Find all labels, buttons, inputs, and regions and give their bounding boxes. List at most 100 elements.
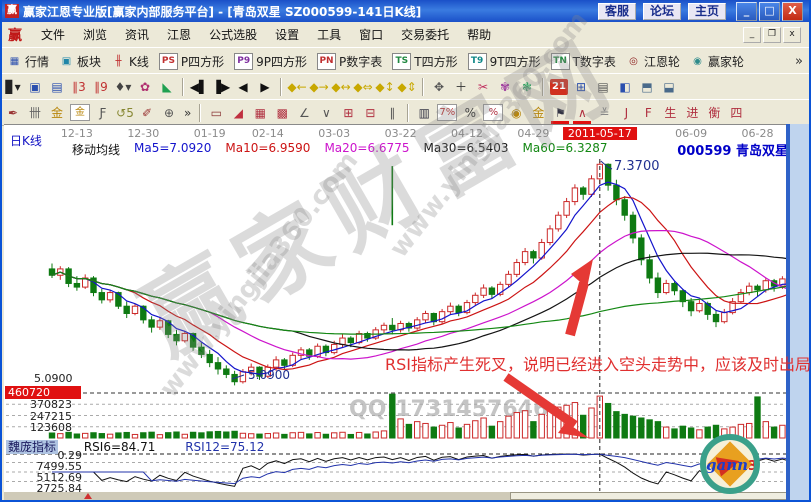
gann-fan-tool[interactable]: ◢ (233, 105, 243, 120)
menu-交易委托[interactable]: 交易委托 (401, 28, 450, 42)
percent-tool[interactable]: % (464, 105, 477, 120)
forum-button[interactable]: 论坛 (642, 2, 681, 20)
maximize-button[interactable]: □ (759, 1, 780, 21)
magic-box-icon[interactable]: ✾ (499, 80, 511, 94)
calculator-icon[interactable]: ⊞ (575, 80, 587, 94)
gann-wheel-button[interactable]: ◎ 江恩轮 (621, 52, 685, 71)
quotes-button[interactable]: ▦ 行情 (2, 52, 54, 71)
diamond-left-icon[interactable]: ◆← (287, 80, 307, 94)
pen-angle-icon[interactable]: ✐ (141, 105, 153, 120)
menu-窗口[interactable]: 窗口 (359, 28, 384, 42)
kline-chart-area[interactable]: 赢家财富网 www.yingjia360.com www.yingjia360.… (4, 6, 811, 495)
rsi-panel-label[interactable]: 魏庞指标 (6, 440, 59, 454)
mail-icon[interactable]: ⬒ (641, 80, 653, 94)
computer-icon[interactable]: ⬓ (663, 80, 675, 94)
menu-江恩[interactable]: 江恩 (167, 28, 192, 42)
sheng-line-tool[interactable]: 生 (664, 105, 677, 120)
p-digit-table-button[interactable]: PN P数字表 (312, 52, 387, 71)
calendar-21-icon[interactable]: 21 (550, 79, 568, 95)
grid-4-tool[interactable]: ⊞ (343, 105, 354, 120)
menu-工具[interactable]: 工具 (317, 28, 342, 42)
wave-v-tool[interactable]: ∨ (321, 105, 331, 120)
menu-设置[interactable]: 设置 (275, 28, 300, 42)
rect-select-tool[interactable]: ▭ (210, 105, 223, 120)
next-bar-icon[interactable]: ▶ (260, 80, 270, 94)
golden-box-icon[interactable]: 金 (70, 104, 90, 121)
t-digit-table-button[interactable]: TN T数字表 (546, 52, 621, 71)
9t-square-button[interactable]: T9 9T四方形 (463, 52, 546, 71)
horizontal-scrollbar[interactable] (4, 492, 792, 500)
customer-service-button[interactable]: 客服 (597, 2, 636, 20)
candle-tool-dropdown-icon[interactable]: ♦▾ (114, 80, 132, 94)
crosshair-tool-icon[interactable]: ＋ (454, 80, 467, 94)
percent-7-tool[interactable]: 7% (437, 104, 458, 121)
hand-tool-icon[interactable]: ✥ (433, 80, 445, 94)
scrollbar-thumb[interactable] (510, 492, 792, 500)
golden-section-icon[interactable]: 金 (50, 105, 63, 120)
bars-9-icon[interactable]: ∥9 (94, 80, 108, 94)
gold-cut-tool[interactable]: ≚ (599, 105, 610, 120)
diamond-shrink-h-icon[interactable]: ◆⇔ (353, 80, 373, 94)
column-tool[interactable]: ▥ (418, 105, 431, 120)
mdi-minimize-button[interactable]: _ (743, 26, 761, 43)
volume-bar (538, 413, 545, 439)
wave-a-tool[interactable]: ∧ (571, 103, 593, 124)
window-layout-icon[interactable]: ▣ (29, 80, 41, 94)
feather-pen-icon[interactable]: ✒ (7, 105, 19, 120)
brain-icon[interactable]: ❃ (521, 80, 533, 94)
si-line-tool[interactable]: 四 (730, 105, 743, 120)
p-square-button[interactable]: PS P四方形 (154, 52, 229, 71)
kline-style-dropdown-icon[interactable]: ▊▾ (5, 80, 21, 94)
first-bar-icon[interactable]: ◀▌ (189, 80, 209, 94)
flag-candle-tool[interactable]: ⚑ (549, 103, 571, 124)
gann-pattern-tool[interactable]: ▩ (276, 105, 289, 120)
menu-资讯[interactable]: 资讯 (125, 28, 150, 42)
compass-icon[interactable]: ⊕ (163, 105, 175, 120)
notepad-icon[interactable]: ▤ (597, 80, 609, 94)
jin-line-tool[interactable]: 进 (686, 105, 699, 120)
angle-line-tool[interactable]: ∠ (298, 105, 310, 120)
color-flag-icon[interactable]: ◣ (162, 80, 172, 94)
last-bar-icon[interactable]: ▐▶ (211, 80, 231, 94)
j-line-tool[interactable]: J (624, 105, 629, 120)
homepage-button[interactable]: 主页 (687, 2, 726, 20)
menu-公式选股[interactable]: 公式选股 (209, 28, 258, 42)
f-line-tool[interactable]: F (644, 105, 652, 120)
mdi-close-button[interactable]: x (783, 26, 801, 43)
kline-button[interactable]: ╫ K线 (106, 52, 154, 71)
gold-line-tool[interactable]: 金 (532, 105, 545, 120)
f-tool-icon[interactable]: Ƒ (99, 105, 107, 120)
overlay-window-icon[interactable]: ✿ (139, 80, 151, 94)
sectors-button[interactable]: ▣ 板块 (54, 52, 106, 71)
diamond-right-icon[interactable]: ◆→ (309, 80, 329, 94)
kline-plot[interactable] (4, 125, 792, 493)
percent-line-tool[interactable]: % (483, 104, 504, 121)
heng-line-tool[interactable]: 衡 (708, 105, 721, 120)
winner-wheel-button[interactable]: ◉ 赢家轮 (685, 52, 749, 71)
diamond-shrink-v-icon[interactable]: ◆⇕ (397, 80, 417, 94)
prev-bar-icon[interactable]: ◀ (238, 80, 248, 94)
mdi-restore-button[interactable]: ❐ (763, 26, 781, 43)
parallel-lines-tool[interactable]: ∥ (389, 105, 396, 120)
diamond-expand-v-icon[interactable]: ◆↕ (375, 80, 395, 94)
grid-9-tool[interactable]: ⊟ (365, 105, 376, 120)
percent-cut-icon[interactable]: ✂ (477, 80, 489, 94)
diamond-expand-h-icon[interactable]: ◆↔ (331, 80, 351, 94)
spiral-5-icon[interactable]: ↺5 (116, 105, 134, 120)
9p-square-button[interactable]: P9 9P四方形 (229, 52, 312, 71)
menu-文件[interactable]: 文件 (41, 28, 66, 42)
comb-grid-icon[interactable]: 卌 (28, 105, 41, 120)
gann-box-tool[interactable]: ▦ (254, 105, 267, 120)
info-view-icon[interactable]: ▤ (51, 80, 63, 94)
menu-浏览[interactable]: 浏览 (83, 28, 108, 42)
menu-帮助[interactable]: 帮助 (467, 28, 492, 42)
minimize-button[interactable]: _ (736, 1, 757, 21)
t-square-button[interactable]: TS T四方形 (387, 52, 462, 71)
toolbar-overflow-chevron[interactable]: » (184, 105, 192, 120)
bars-3-icon[interactable]: ∥3 (72, 80, 86, 94)
save-icon[interactable]: ◧ (619, 80, 631, 94)
close-button[interactable]: X (782, 1, 803, 21)
toolbar-overflow-chevron[interactable]: » (795, 53, 803, 69)
gold-circle-tool[interactable]: ◉ (511, 105, 522, 120)
right-window-rail[interactable] (786, 124, 809, 500)
